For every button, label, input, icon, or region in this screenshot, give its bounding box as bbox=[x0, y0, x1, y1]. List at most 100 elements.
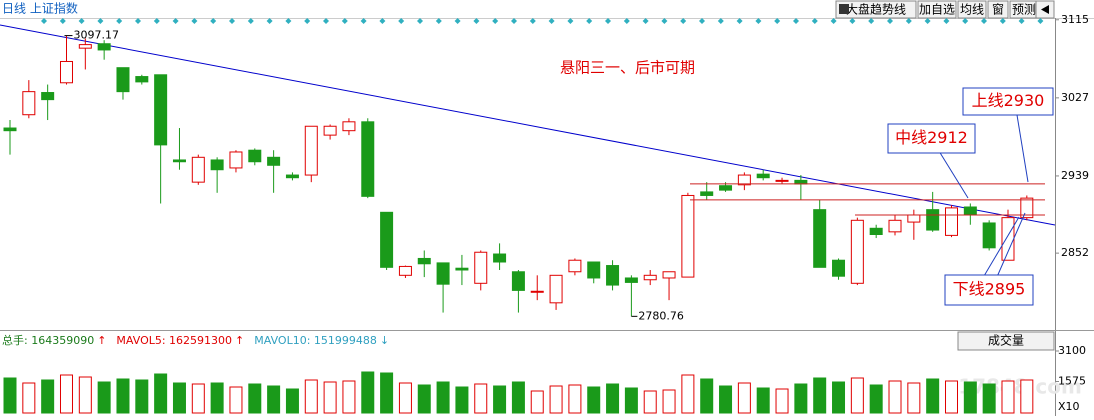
candle-body bbox=[568, 259, 582, 273]
marker-diamond bbox=[699, 18, 705, 24]
volume-bar bbox=[78, 376, 92, 414]
marker-diamond bbox=[97, 18, 104, 24]
toolbar-button-label[interactable]: 大盘趋势线 bbox=[846, 2, 906, 17]
volume-bar bbox=[417, 384, 431, 414]
toolbar-button[interactable] bbox=[987, 0, 1009, 19]
marker-diamond bbox=[266, 18, 273, 24]
candle-body bbox=[681, 194, 695, 278]
volume-bar bbox=[926, 378, 940, 414]
toolbar-button[interactable] bbox=[835, 0, 917, 19]
volume-bar bbox=[850, 377, 864, 414]
volume-bar bbox=[172, 382, 186, 414]
marker-diamond bbox=[774, 18, 781, 24]
candle-body bbox=[813, 209, 827, 268]
level-label: 下线2895 bbox=[953, 280, 1026, 299]
candle-body bbox=[907, 214, 921, 223]
marker-diamond bbox=[511, 18, 517, 24]
volume-bar bbox=[888, 380, 902, 414]
marker-diamond bbox=[717, 18, 724, 24]
volume-button[interactable] bbox=[957, 331, 1055, 351]
marker-diamond bbox=[454, 18, 461, 24]
candle-body bbox=[530, 290, 544, 293]
candle-body bbox=[756, 173, 770, 179]
candle-body bbox=[154, 74, 168, 146]
candle-body bbox=[267, 156, 281, 166]
volume-bar bbox=[474, 383, 488, 414]
marker-diamond bbox=[135, 18, 141, 24]
volume-bar bbox=[624, 387, 638, 414]
volume-bar bbox=[267, 385, 281, 414]
marker-diamond bbox=[153, 18, 160, 24]
y-tick-label: 3100 bbox=[1058, 344, 1086, 357]
marker-diamond bbox=[435, 18, 442, 24]
candle-body bbox=[210, 159, 224, 171]
level-arrow bbox=[1016, 114, 1029, 183]
marker-diamond bbox=[736, 18, 743, 24]
candle-body bbox=[945, 207, 958, 236]
volume-bar bbox=[229, 386, 243, 414]
candle-body bbox=[549, 274, 563, 304]
marker-diamond bbox=[548, 18, 555, 24]
volume-bar bbox=[323, 381, 337, 414]
volume-bar bbox=[756, 387, 770, 414]
candle-body bbox=[888, 219, 902, 233]
candle-body bbox=[78, 44, 92, 49]
y-tick-label: 3115 bbox=[1061, 13, 1089, 26]
trend-line bbox=[0, 24, 1056, 226]
menu-icon bbox=[839, 4, 849, 14]
candle-body bbox=[172, 159, 186, 163]
volume-bar bbox=[662, 389, 676, 414]
volume-bar bbox=[154, 373, 168, 414]
volume-bar bbox=[643, 390, 657, 414]
marker-diamond bbox=[323, 18, 329, 24]
volume-bar bbox=[135, 379, 149, 414]
marker-diamond bbox=[623, 18, 630, 24]
volume-legend: ↓ bbox=[380, 334, 389, 347]
candle-body bbox=[191, 156, 205, 183]
volume-bar bbox=[511, 381, 525, 414]
marker-diamond bbox=[605, 18, 611, 24]
level-arrow bbox=[997, 212, 1026, 276]
candle-body bbox=[417, 257, 431, 265]
marker-diamond bbox=[999, 18, 1006, 24]
toolbar-button-label[interactable]: 预测 bbox=[1012, 3, 1036, 17]
candle-body bbox=[455, 267, 469, 271]
marker-diamond bbox=[116, 18, 123, 24]
volume-bar bbox=[41, 379, 55, 414]
marker-diamond bbox=[793, 18, 799, 24]
toolbar-button-label[interactable]: 加自选 bbox=[919, 3, 955, 17]
candle-body bbox=[135, 76, 149, 83]
candle-body bbox=[982, 222, 996, 249]
marker-diamond bbox=[811, 18, 818, 24]
toolbar-button[interactable] bbox=[917, 0, 957, 19]
volume-bar bbox=[436, 381, 450, 414]
marker-diamond bbox=[887, 18, 893, 24]
nav-arrow bbox=[1041, 5, 1049, 14]
volume-button-label[interactable]: 成交量 bbox=[988, 333, 1024, 348]
volume-bar bbox=[907, 382, 921, 414]
candle-body bbox=[737, 174, 751, 186]
candle-body bbox=[869, 227, 883, 235]
annotation-title: 悬阳三一、后市可期 bbox=[560, 59, 695, 77]
marker-diamond bbox=[341, 18, 348, 24]
marker-diamond bbox=[285, 18, 292, 24]
marker-diamond bbox=[473, 18, 480, 24]
volume-bar bbox=[587, 386, 601, 414]
candle-body bbox=[323, 125, 337, 136]
y-tick-label: 1575 bbox=[1058, 375, 1086, 388]
volume-bar bbox=[22, 382, 36, 414]
marker-diamond bbox=[1037, 18, 1044, 24]
candle-body bbox=[606, 265, 620, 286]
marker-diamond bbox=[943, 18, 950, 24]
volume-bar bbox=[813, 377, 827, 414]
volume-bar bbox=[945, 380, 958, 414]
marker-diamond bbox=[41, 18, 47, 24]
toolbar-button[interactable] bbox=[957, 0, 987, 19]
volume-bar bbox=[700, 378, 714, 414]
marker-diamond bbox=[360, 18, 367, 24]
volume-bar bbox=[869, 384, 883, 414]
marker-diamond bbox=[379, 18, 386, 24]
toolbar-button-label[interactable]: 均线 bbox=[960, 3, 984, 17]
toolbar-button-label[interactable]: 窗 bbox=[992, 3, 1004, 17]
